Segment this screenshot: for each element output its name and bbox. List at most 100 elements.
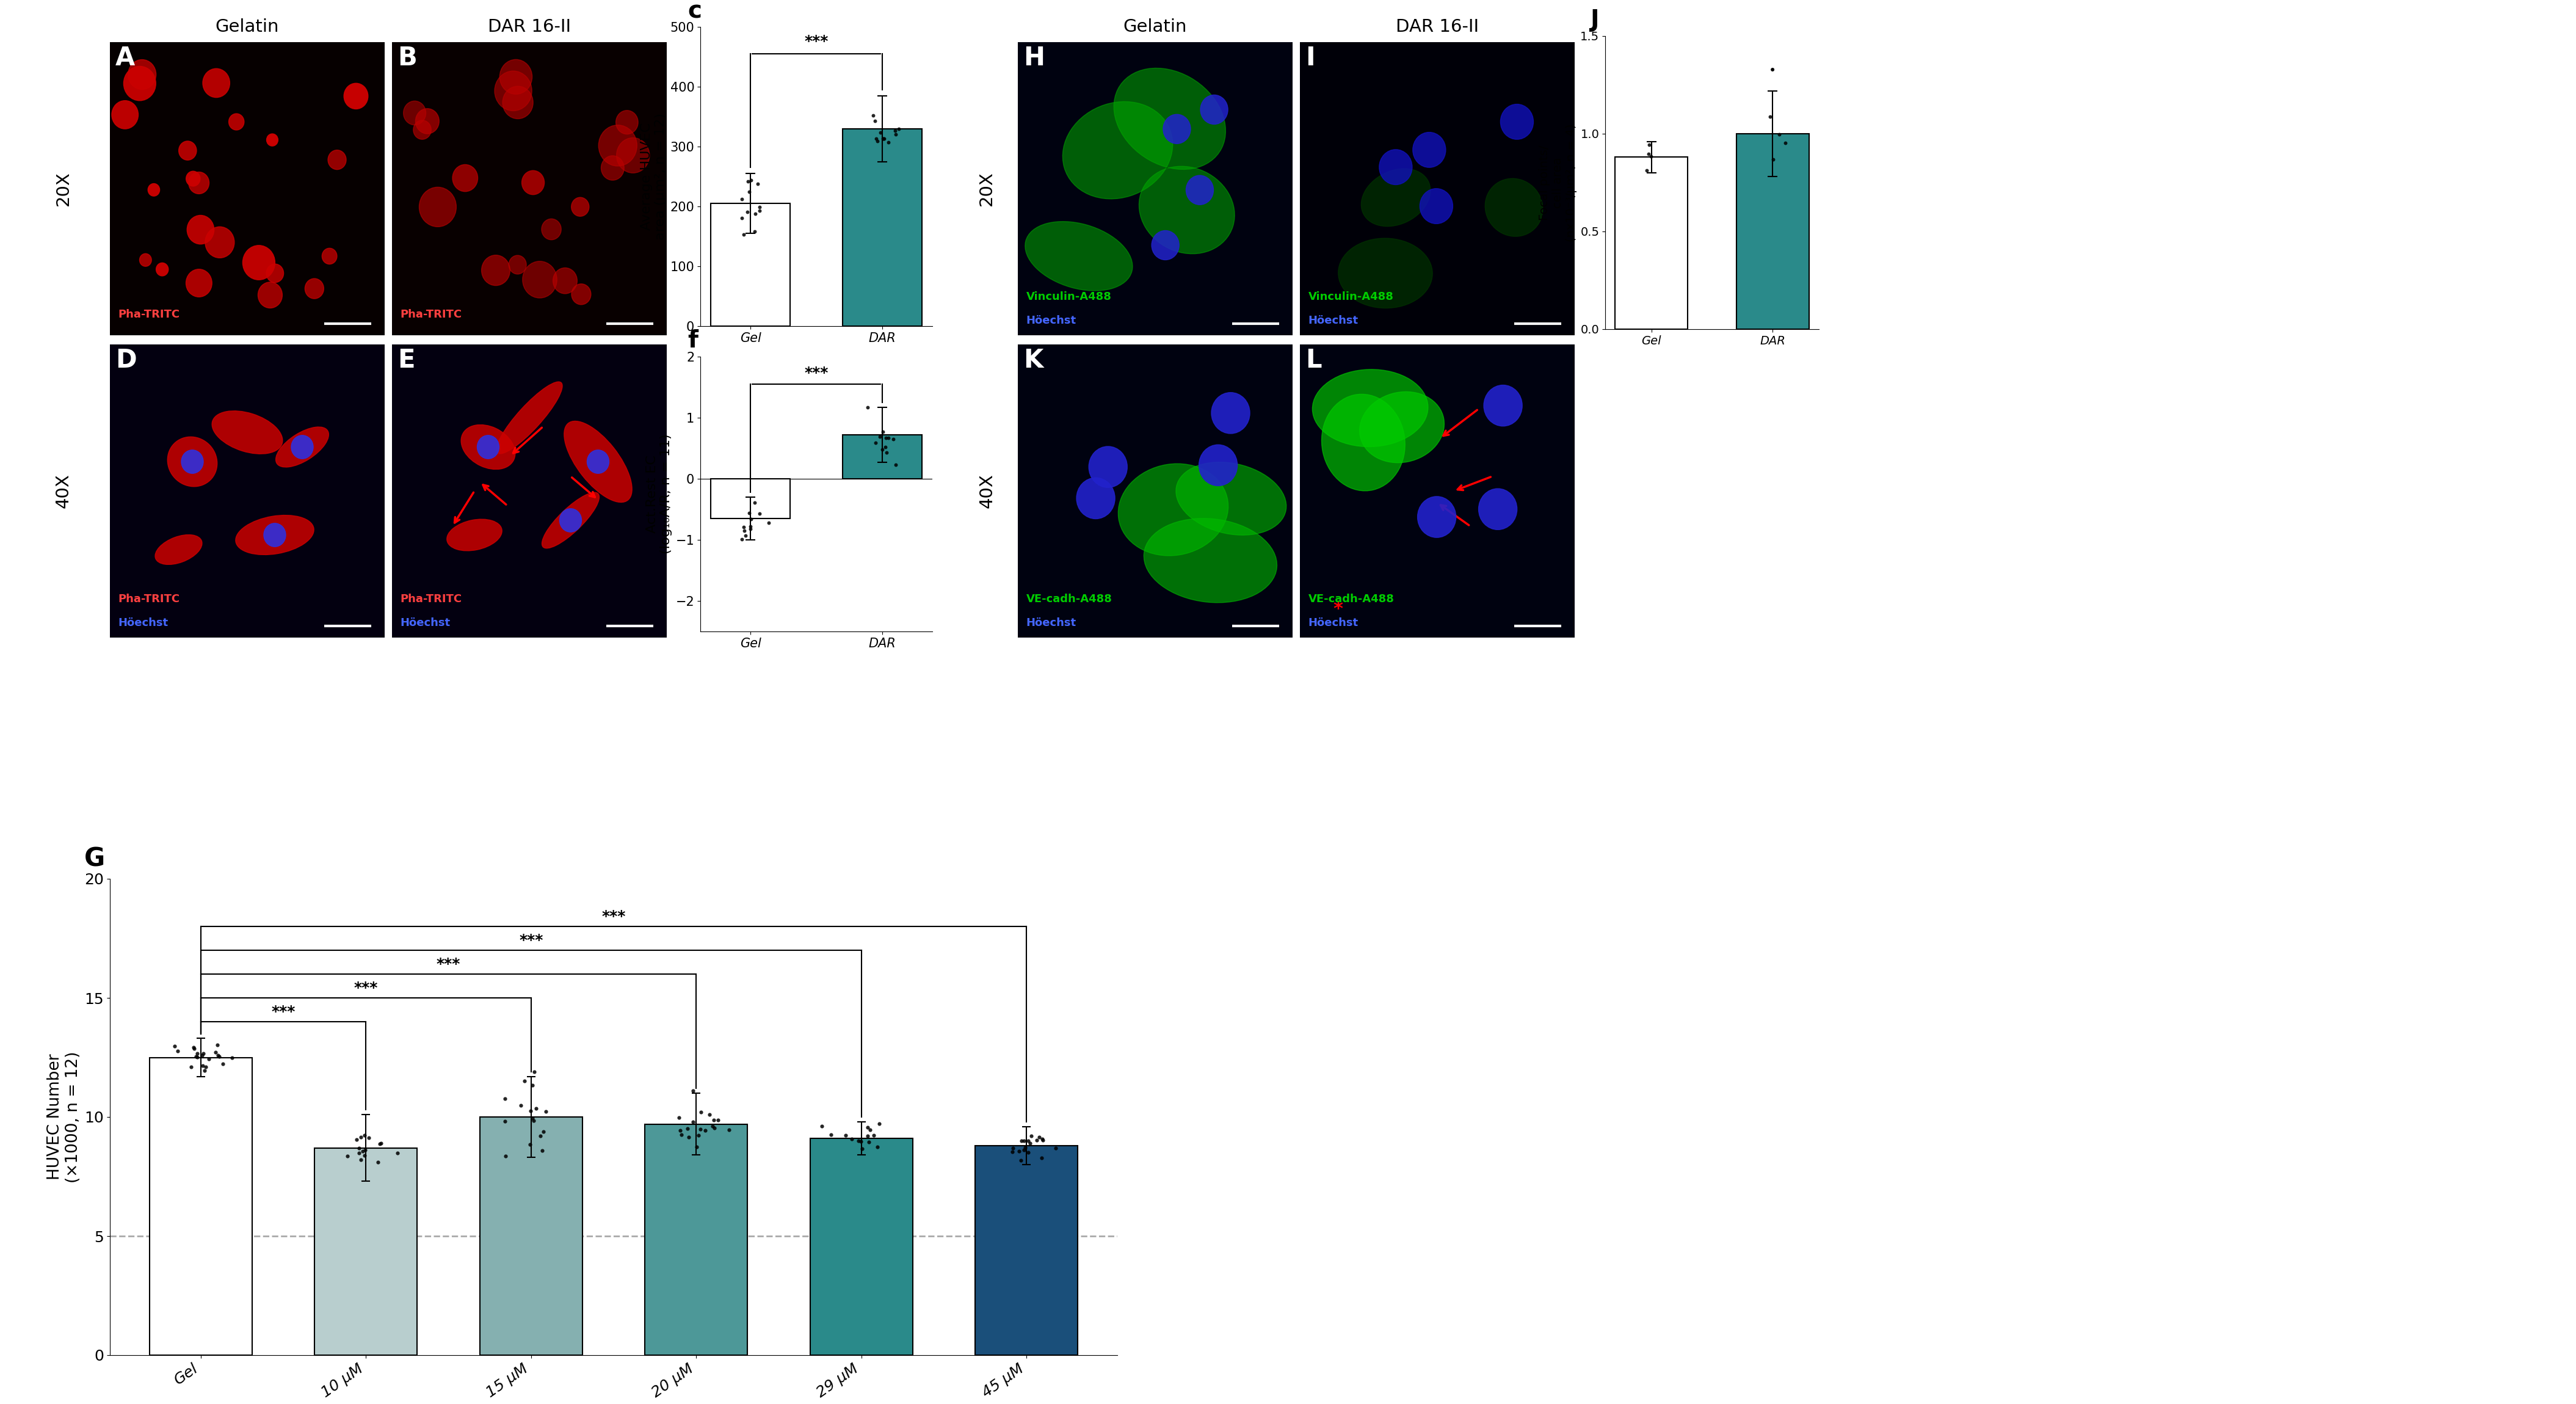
Circle shape: [1378, 149, 1412, 185]
Point: [1036, 1137, 1077, 1160]
Ellipse shape: [276, 427, 330, 468]
Text: ***: ***: [804, 34, 829, 49]
Text: Höechst: Höechst: [399, 618, 451, 628]
Circle shape: [412, 121, 430, 139]
Point: [855, 128, 896, 150]
Point: [992, 1140, 1033, 1163]
Circle shape: [258, 282, 283, 307]
Point: [729, 181, 770, 204]
Point: [729, 515, 770, 538]
Text: Höechst: Höechst: [1025, 314, 1077, 326]
Point: [677, 1123, 719, 1146]
Text: Höechst: Höechst: [1309, 618, 1358, 628]
Point: [999, 1130, 1041, 1153]
Text: VE-cadh-A488: VE-cadh-A488: [1025, 594, 1113, 605]
Text: Vinculin-A488: Vinculin-A488: [1025, 292, 1110, 302]
Circle shape: [510, 256, 526, 274]
Point: [863, 420, 904, 442]
Text: 20X: 20X: [979, 171, 994, 206]
Text: Höechst: Höechst: [1025, 618, 1077, 628]
Circle shape: [188, 171, 209, 194]
Point: [345, 1139, 386, 1161]
Text: DAR 16-II: DAR 16-II: [487, 18, 572, 35]
Point: [729, 518, 770, 541]
Ellipse shape: [1360, 168, 1430, 226]
Ellipse shape: [1113, 69, 1226, 170]
Point: [837, 1129, 878, 1151]
Point: [842, 1137, 884, 1160]
Text: D: D: [116, 348, 137, 373]
Text: I: I: [1306, 45, 1314, 72]
Bar: [711, 204, 791, 326]
Text: 40X: 40X: [54, 473, 72, 508]
Circle shape: [343, 83, 368, 110]
Circle shape: [129, 59, 157, 90]
Point: [858, 1136, 899, 1158]
Point: [173, 1036, 214, 1059]
Point: [500, 1095, 541, 1118]
Point: [866, 427, 907, 449]
Ellipse shape: [1064, 101, 1172, 199]
Point: [343, 1144, 384, 1167]
Circle shape: [572, 284, 590, 305]
Text: H: H: [1023, 45, 1046, 72]
Point: [376, 1141, 417, 1164]
Point: [155, 1035, 196, 1057]
Point: [526, 1099, 567, 1122]
Text: 20X: 20X: [54, 171, 72, 206]
Point: [726, 170, 768, 192]
Point: [510, 1133, 551, 1155]
Circle shape: [265, 133, 278, 146]
Ellipse shape: [564, 421, 631, 503]
Point: [183, 1054, 224, 1077]
Point: [853, 104, 894, 126]
Point: [708, 1119, 750, 1141]
Circle shape: [111, 101, 139, 129]
Point: [853, 1125, 894, 1147]
Circle shape: [1090, 446, 1128, 487]
Text: ***: ***: [353, 981, 379, 995]
Bar: [149, 1057, 252, 1355]
Circle shape: [1499, 104, 1533, 139]
Point: [858, 1112, 899, 1134]
Point: [693, 1109, 734, 1132]
Circle shape: [541, 219, 562, 240]
Bar: [842, 129, 922, 326]
Point: [1628, 143, 1669, 166]
Point: [484, 1088, 526, 1111]
Circle shape: [1077, 477, 1115, 519]
Point: [672, 1080, 714, 1102]
Circle shape: [1211, 393, 1249, 434]
Ellipse shape: [1340, 239, 1432, 307]
Point: [876, 453, 917, 476]
Point: [832, 1127, 873, 1150]
Point: [1015, 1129, 1056, 1151]
Point: [1005, 1137, 1046, 1160]
Circle shape: [1417, 497, 1455, 538]
Text: 40X: 40X: [979, 473, 994, 508]
Bar: [1736, 133, 1808, 329]
Text: Pha-TRITC: Pha-TRITC: [399, 309, 461, 320]
Point: [515, 1098, 556, 1120]
Point: [1759, 124, 1801, 146]
Y-axis label: Average HUVEC
area (μm², n = 12): Average HUVEC area (μm², n = 12): [641, 112, 667, 240]
Text: DAR 16-II: DAR 16-II: [1396, 18, 1479, 35]
Point: [337, 1137, 379, 1160]
Point: [672, 1111, 714, 1133]
Y-axis label: Act.Rest EC
(log₁₀A/R, n = 11): Act.Rest EC (log₁₀A/R, n = 11): [647, 434, 672, 555]
Circle shape: [500, 59, 533, 94]
Point: [848, 1130, 889, 1153]
Point: [855, 431, 896, 453]
Circle shape: [523, 170, 544, 195]
Ellipse shape: [1311, 369, 1427, 446]
Circle shape: [495, 72, 531, 111]
Point: [693, 1118, 734, 1140]
Point: [693, 1115, 734, 1137]
Text: f: f: [688, 329, 698, 352]
Point: [1023, 1129, 1064, 1151]
Point: [729, 168, 770, 191]
Point: [198, 1045, 240, 1067]
Circle shape: [453, 164, 477, 191]
Point: [513, 1074, 554, 1097]
Bar: [1615, 157, 1687, 329]
